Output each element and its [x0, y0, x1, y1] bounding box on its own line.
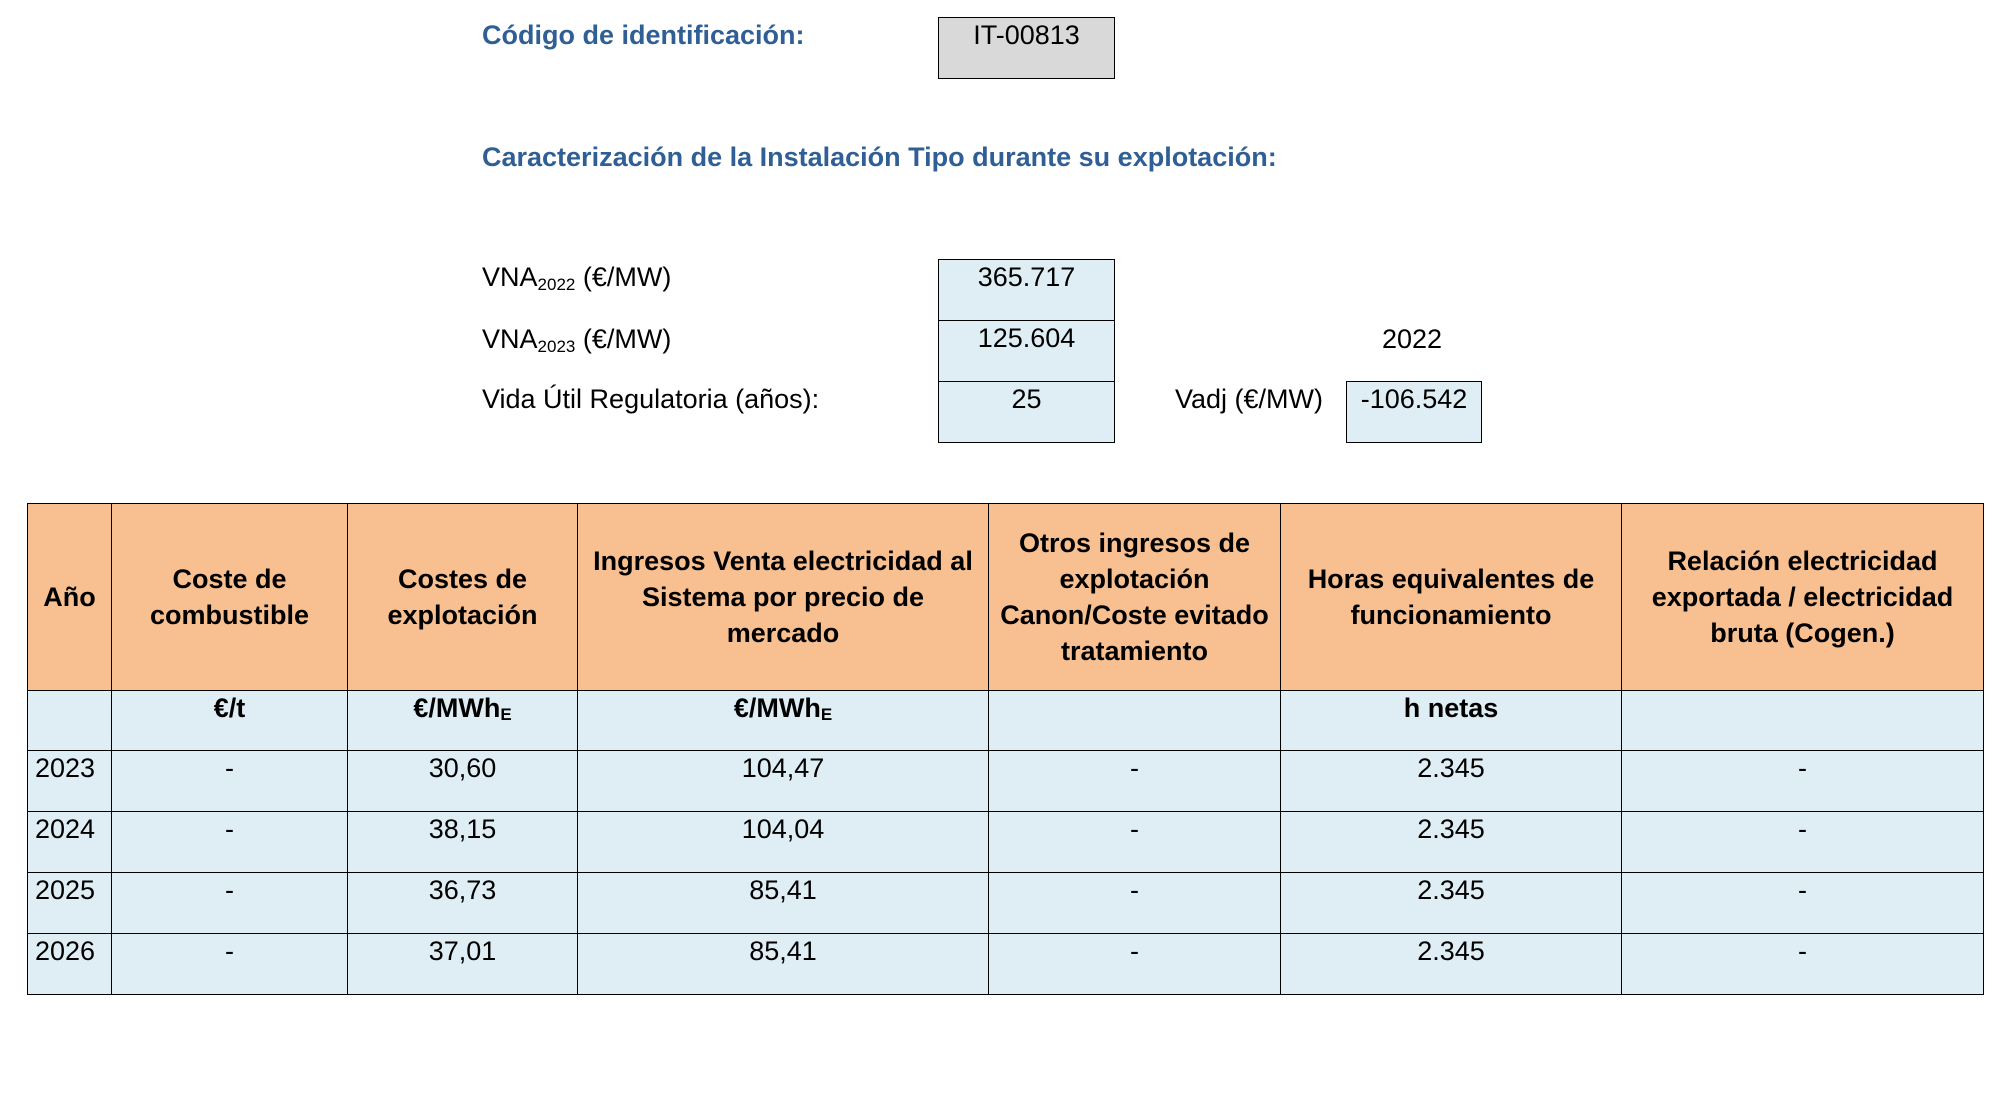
header-ano: Año [27, 503, 112, 691]
vna2022-value-box: 365.717 [938, 259, 1115, 321]
cell-relacion-electricidad: - [1621, 811, 1984, 873]
vadj-label: Vadj (€/MW) [1175, 384, 1324, 414]
cell-coste-combustible: - [111, 750, 348, 812]
table-header-row: Año Coste de combustible Costes de explo… [27, 503, 1984, 691]
header-ingresos-venta: Ingresos Venta electricidad al Sistema p… [577, 503, 989, 691]
cell-horas-equivalentes: 2.345 [1280, 811, 1622, 873]
explotacion-table: Año Coste de combustible Costes de explo… [27, 503, 1984, 995]
cell-coste-combustible: - [111, 872, 348, 934]
cell-ano: 2026 [27, 933, 112, 995]
unit-otros-ingresos [988, 690, 1281, 751]
vadj-value-box: -106.542 [1346, 381, 1482, 443]
cell-otros-ingresos: - [988, 750, 1281, 812]
cell-otros-ingresos: - [988, 811, 1281, 873]
cell-ano: 2023 [27, 750, 112, 812]
cell-coste-combustible: - [111, 811, 348, 873]
header-otros-ingresos: Otros ingresos de explotación Canon/Cost… [988, 503, 1281, 691]
unit-coste-combustible: €/t [111, 690, 348, 751]
header-horas-equivalentes: Horas equivalentes de funcionamiento [1280, 503, 1622, 691]
year-ref: 2022 [1382, 324, 1443, 354]
unit-ano [27, 690, 112, 751]
vida-util-value-box: 25 [938, 381, 1115, 443]
cell-ingresos-venta: 85,41 [577, 872, 989, 934]
table-row: 2026 - 37,01 85,41 - 2.345 - [27, 933, 1984, 995]
table-row: 2025 - 36,73 85,41 - 2.345 - [27, 872, 1984, 934]
cell-costes-explotacion: 37,01 [347, 933, 578, 995]
cell-relacion-electricidad: - [1621, 933, 1984, 995]
cell-coste-combustible: - [111, 933, 348, 995]
cell-otros-ingresos: - [988, 933, 1281, 995]
table-row: 2024 - 38,15 104,04 - 2.345 - [27, 811, 1984, 873]
cell-costes-explotacion: 30,60 [347, 750, 578, 812]
header-relacion-electricidad: Relación electricidad exportada / electr… [1621, 503, 1984, 691]
vna2022-label: VNA2022 (€/MW) [482, 262, 672, 294]
cell-ingresos-venta: 104,47 [577, 750, 989, 812]
table-row: 2023 - 30,60 104,47 - 2.345 - [27, 750, 1984, 812]
cell-ano: 2025 [27, 872, 112, 934]
cell-ingresos-venta: 85,41 [577, 933, 989, 995]
caracterizacion-title: Caracterización de la Instalación Tipo d… [482, 142, 1277, 172]
codigo-value-box: IT-00813 [938, 17, 1115, 79]
table-units-row: €/t €/MWhE €/MWhE h netas [27, 690, 1984, 751]
cell-horas-equivalentes: 2.345 [1280, 750, 1622, 812]
unit-costes-explotacion: €/MWhE [347, 690, 578, 751]
cell-otros-ingresos: - [988, 872, 1281, 934]
unit-ingresos-venta: €/MWhE [577, 690, 989, 751]
unit-horas-equivalentes: h netas [1280, 690, 1622, 751]
cell-horas-equivalentes: 2.345 [1280, 872, 1622, 934]
header-coste-combustible: Coste de combustible [111, 503, 348, 691]
codigo-label: Código de identificación: [482, 20, 805, 50]
unit-relacion-electricidad [1621, 690, 1984, 751]
cell-ingresos-venta: 104,04 [577, 811, 989, 873]
cell-costes-explotacion: 38,15 [347, 811, 578, 873]
cell-relacion-electricidad: - [1621, 872, 1984, 934]
vna2023-value-box: 125.604 [938, 320, 1115, 382]
vida-util-label: Vida Útil Regulatoria (años): [482, 384, 820, 414]
vna2023-label: VNA2023 (€/MW) [482, 324, 672, 356]
cell-horas-equivalentes: 2.345 [1280, 933, 1622, 995]
header-costes-explotacion: Costes de explotación [347, 503, 578, 691]
cell-ano: 2024 [27, 811, 112, 873]
cell-costes-explotacion: 36,73 [347, 872, 578, 934]
cell-relacion-electricidad: - [1621, 750, 1984, 812]
